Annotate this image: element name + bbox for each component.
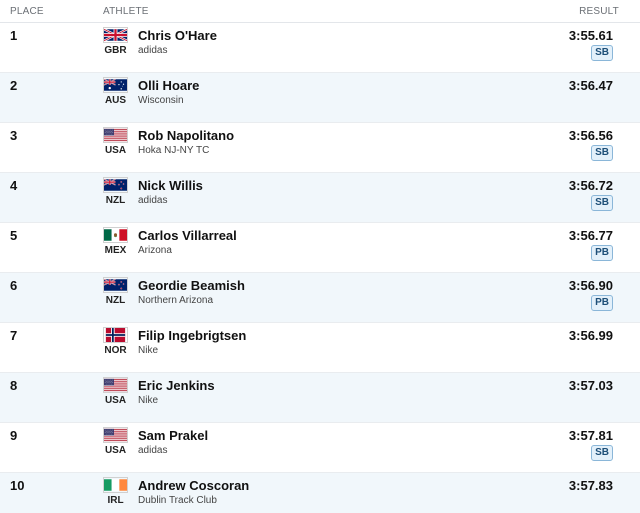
place-number: 10 — [10, 478, 25, 493]
table-row[interactable]: 10 IRL Andrew Coscoran Dublin Track Club… — [0, 473, 640, 513]
result-mark: 3:57.83 — [568, 478, 613, 493]
place-number: 6 — [10, 278, 18, 293]
record-badge: PB — [591, 245, 613, 261]
flag-aus-icon — [103, 77, 128, 93]
table-row[interactable]: 6 NZL Geordie Beamish Northern Arizona 3… — [0, 273, 640, 323]
place-number: 7 — [10, 328, 18, 343]
athlete-column-header[interactable]: ATHLETE — [103, 6, 149, 17]
result-mark: 3:56.99 — [568, 328, 613, 343]
athlete-name-link[interactable]: Olli Hoare — [138, 78, 200, 93]
table-row[interactable]: 5 MEX Carlos Villarreal Arizona 3:56.77 … — [0, 223, 640, 273]
country-code: NZL — [105, 195, 126, 206]
athlete-name-link[interactable]: Filip Ingebrigtsen — [138, 328, 247, 343]
country-code: GBR — [104, 45, 127, 56]
athlete-affiliation: Nike — [138, 345, 159, 356]
athlete-name-link[interactable]: Chris O'Hare — [138, 28, 217, 43]
athlete-name-link[interactable]: Carlos Villarreal — [138, 228, 237, 243]
result-mark: 3:57.81 — [568, 428, 613, 443]
country-code: NOR — [104, 345, 127, 356]
athlete-name-link[interactable]: Rob Napolitano — [138, 128, 235, 143]
result-mark: 3:56.77 — [568, 228, 613, 243]
place-column-header[interactable]: PLACE — [10, 6, 44, 17]
record-badge: SB — [591, 445, 613, 461]
flag-irl-icon — [103, 477, 128, 493]
flag-usa-icon — [103, 377, 128, 393]
record-badge: SB — [591, 195, 613, 211]
athlete-affiliation: adidas — [138, 195, 168, 206]
flag-mex-icon — [103, 227, 128, 243]
result-mark: 3:56.90 — [568, 278, 613, 293]
athlete-affiliation: Northern Arizona — [138, 295, 214, 306]
place-number: 4 — [10, 178, 18, 193]
athlete-affiliation: adidas — [138, 445, 168, 456]
flag-gbr-icon — [103, 27, 128, 43]
country-code: AUS — [104, 95, 127, 106]
athlete-name-link[interactable]: Andrew Coscoran — [138, 478, 250, 493]
flag-nor-icon — [103, 327, 128, 343]
country-code: USA — [104, 145, 127, 156]
result-mark: 3:56.47 — [568, 78, 613, 93]
place-number: 9 — [10, 428, 18, 443]
athlete-name-link[interactable]: Sam Prakel — [138, 428, 209, 443]
table-row[interactable]: 9 USA Sam Prakel adidas 3:57.81 SB — [0, 423, 640, 473]
table-row[interactable]: 3 USA Rob Napolitano Hoka NJ-NY TC 3:56.… — [0, 123, 640, 173]
country-code: MEX — [104, 245, 127, 256]
place-number: 1 — [10, 28, 18, 43]
athlete-affiliation: Nike — [138, 395, 159, 406]
table-header: PLACE ATHLETE RESULT — [0, 0, 640, 23]
athlete-affiliation: Dublin Track Club — [138, 495, 217, 506]
table-row[interactable]: 2 AUS Olli Hoare Wisconsin 3:56.47 — [0, 73, 640, 123]
results-rows: 1 GBR Chris O'Hare adidas 3:55.61 SB 2 A… — [0, 23, 640, 513]
athlete-name-link[interactable]: Eric Jenkins — [138, 378, 215, 393]
country-code: NZL — [105, 295, 126, 306]
table-row[interactable]: 8 USA Eric Jenkins Nike 3:57.03 — [0, 373, 640, 423]
flag-usa-icon — [103, 127, 128, 143]
athlete-name-link[interactable]: Nick Willis — [138, 178, 203, 193]
result-mark: 3:56.56 — [568, 128, 613, 143]
athlete-affiliation: adidas — [138, 45, 168, 56]
record-badge: SB — [591, 45, 613, 61]
record-badge: SB — [591, 145, 613, 161]
result-mark: 3:55.61 — [568, 28, 613, 43]
place-number: 8 — [10, 378, 18, 393]
place-number: 2 — [10, 78, 18, 93]
table-row[interactable]: 4 NZL Nick Willis adidas 3:56.72 SB — [0, 173, 640, 223]
athlete-affiliation: Hoka NJ-NY TC — [138, 145, 210, 156]
result-mark: 3:56.72 — [568, 178, 613, 193]
table-row[interactable]: 7 NOR Filip Ingebrigtsen Nike 3:56.99 — [0, 323, 640, 373]
result-mark: 3:57.03 — [568, 378, 613, 393]
athlete-affiliation: Arizona — [138, 245, 172, 256]
table-row[interactable]: 1 GBR Chris O'Hare adidas 3:55.61 SB — [0, 23, 640, 73]
place-number: 3 — [10, 128, 18, 143]
flag-usa-icon — [103, 427, 128, 443]
country-code: USA — [104, 445, 127, 456]
country-code: IRL — [107, 495, 124, 506]
country-code: USA — [104, 395, 127, 406]
place-number: 5 — [10, 228, 18, 243]
flag-nzl-icon — [103, 277, 128, 293]
result-column-header[interactable]: RESULT — [579, 6, 619, 17]
athlete-affiliation: Wisconsin — [138, 95, 184, 106]
athlete-name-link[interactable]: Geordie Beamish — [138, 278, 245, 293]
flag-nzl-icon — [103, 177, 128, 193]
record-badge: PB — [591, 295, 613, 311]
